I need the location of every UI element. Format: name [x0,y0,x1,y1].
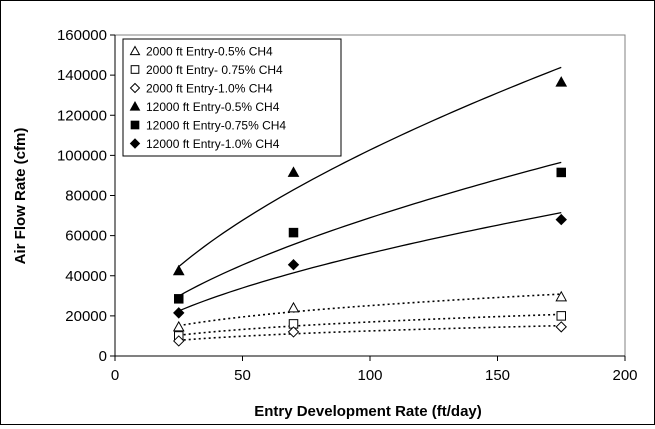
data-point-series-5 [288,227,299,238]
x-tick-label: 200 [612,367,637,384]
y-tick-label: 140000 [57,67,107,84]
legend-marker-1 [129,45,141,56]
data-point-series-1 [555,290,568,302]
data-point-series-4 [287,166,300,177]
x-tick-label: 50 [234,367,251,384]
x-tick-label: 100 [357,367,382,384]
legend-entry-4: 12000 ft Entry-0.5% CH4 [146,100,280,114]
trendline-series-3 [178,324,562,342]
data-point-series-5 [174,294,184,304]
x-axis-title: Entry Development Rate (ft/day) [254,403,482,420]
plot-layer: 0 20000 40000 60000 80000 100000 120000 140000 1… [57,27,638,384]
legend-marker-5 [130,120,140,130]
data-point-series-3 [287,326,300,338]
legend-box [122,38,342,157]
data-point-series-1 [172,320,185,332]
trendline-series-1 [178,293,562,327]
trendline-series-4 [178,66,562,268]
y-tick-label: 0 [99,348,107,365]
trendline-series-2 [178,313,562,337]
trendline-series-5 [178,161,562,297]
trendline-series-6 [178,212,562,312]
legend-marker-6 [129,138,141,149]
data-point-series-5 [556,167,566,178]
data-point-series-3 [173,335,185,347]
y-axis-title: Air Flow Rate (cfm) [12,128,29,265]
y-tick-label: 160000 [57,27,107,44]
y-tick-label: 20000 [65,308,107,325]
data-point-series-6 [173,307,185,319]
legend-entry-1: 2000 ft Entry-0.5% CH4 [146,45,273,59]
x-tick-label: 150 [485,367,510,384]
data-point-series-6 [555,213,567,226]
legend-entry-6: 12000 ft Entry-1.0% CH4 [146,137,280,151]
legend-marker-4 [129,100,141,111]
data-point-series-4 [172,264,185,276]
legend: 2000 ft Entry-0.5% CH4 2000 ft Entry- 0.7… [122,38,342,157]
y-tick-label: 80000 [65,188,107,205]
x-tick-label: 0 [111,367,119,384]
y-tick-label: 60000 [65,228,107,245]
data-point-series-1 [287,301,300,313]
y-tick-label: 40000 [65,268,107,285]
data-point-series-2 [556,311,566,321]
data-point-series-4 [555,76,568,87]
y-tick-label: 120000 [57,107,107,124]
legend-marker-3 [129,82,141,94]
data-point-series-3 [555,321,567,333]
legend-entry-3: 2000 ft Entry-1.0% CH4 [146,82,273,96]
data-point-series-6 [287,259,300,271]
legend-marker-2 [130,65,140,74]
y-tick-label: 100000 [57,147,107,164]
legend-entry-5: 12000 ft Entry-0.75% CH4 [146,119,286,133]
legend-entry-2: 2000 ft Entry- 0.75% CH4 [146,63,283,77]
